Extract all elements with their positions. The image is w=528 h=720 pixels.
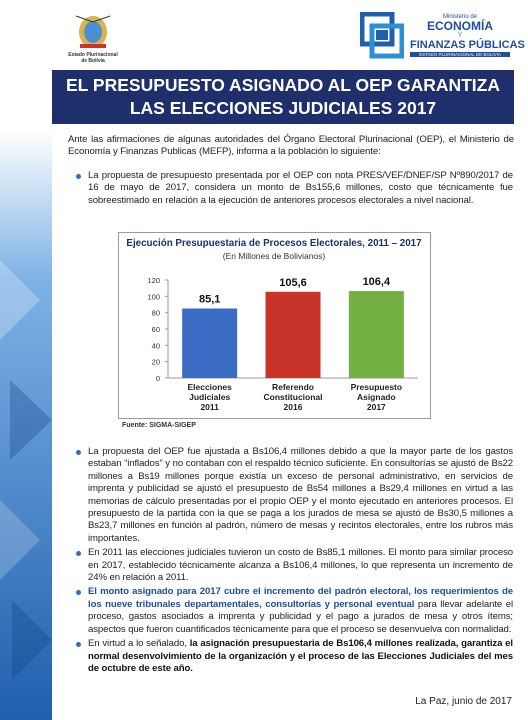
ministry-conj: Y (457, 32, 463, 39)
side-stripe (0, 130, 52, 720)
bullet: En virtud a lo señalado, la asignación p… (76, 638, 513, 675)
text-run: La propuesta del OEP fue ajustada a Bs10… (88, 446, 513, 544)
chart-source: Fuente: SIGMA-SIGEP (122, 422, 196, 429)
x-tick-label: Referendo (272, 382, 314, 392)
x-tick-label: 2016 (284, 402, 303, 412)
value-label: 106,4 (363, 276, 391, 288)
x-tick-label: Constitucional (263, 392, 322, 402)
bar (265, 291, 321, 378)
x-tick-label: Asignado (357, 392, 396, 402)
ministry-name: ECONOMÍA (427, 19, 493, 33)
y-tick-label: 40 (152, 341, 160, 350)
title-banner: EL PRESUPUESTO ASIGNADO AL OEP GARANTIZA… (52, 70, 514, 124)
ministry-sub: ESTADO PLURINACIONAL DE BOLIVIA (410, 52, 510, 57)
text-run: En 2011 las elecciones judiciales tuvier… (88, 547, 513, 584)
ministry-prefix: Ministerio de (442, 14, 477, 20)
text-run: para llevar adelante el proceso, gastos … (88, 598, 514, 635)
intro: Ante las afirmaciones de algunas autorid… (68, 134, 514, 158)
y-tick-label: 60 (152, 325, 160, 334)
title-line: EL PRESUPUESTO ASIGNADO AL OEP GARANTIZA (66, 75, 500, 95)
footer-date: La Paz, junio de 2017 (415, 696, 512, 707)
x-tick-label: Elecciones (187, 382, 232, 392)
coat-of-arms (75, 15, 111, 48)
y-tick-label: 20 (152, 358, 160, 367)
bullet: La propuesta del OEP fue ajustada a Bs10… (76, 446, 513, 545)
ministry-name: FINANZAS PÚBLICAS (410, 39, 525, 51)
bar (182, 308, 238, 378)
logo-text: Estado Plurinacional (68, 52, 118, 58)
ministry-icon (360, 12, 404, 59)
text-run: la asignación presupuestaria de Bs106,4 … (88, 638, 513, 674)
chart-title: Ejecución Presupuestaria de Procesos Ele… (126, 238, 422, 249)
value-label: 105,6 (279, 277, 307, 289)
bullet-list: La propuesta del OEP fue ajustada a Bs10… (76, 446, 514, 677)
bullet: En 2011 las elecciones judiciales tuvier… (76, 547, 513, 584)
bar (348, 291, 404, 378)
text-run: El monto asignado para 2017 cubre el inc… (88, 586, 513, 610)
bullet-list: La propuesta de presupuesto presentada p… (76, 170, 513, 209)
bullet: El monto asignado para 2017 cubre el inc… (76, 586, 514, 636)
x-tick-label: Presupuesto (351, 382, 403, 392)
value-label: 85,1 (199, 294, 220, 306)
text-run: La propuesta de presupuesto presentada p… (88, 170, 513, 206)
text-run: En virtud a lo señalado, (88, 638, 190, 650)
bullet: La propuesta de presupuesto presentada p… (76, 170, 513, 207)
logo-text: de Bolivia (81, 58, 105, 64)
x-tick-label: 2011 (200, 402, 219, 412)
x-tick-label: Judiciales (189, 392, 230, 402)
title-line: LAS ELECCIONES JUDICIALES 2017 (129, 98, 437, 118)
chart-subtitle: (En Millones de Bolivianos) (223, 251, 326, 261)
y-tick-label: 80 (152, 309, 160, 318)
x-tick-label: 2017 (367, 402, 386, 412)
y-tick-label: 100 (147, 292, 160, 301)
y-tick-label: 120 (147, 276, 160, 285)
y-tick-label: 0 (156, 374, 160, 383)
chart: Ejecución Presupuestaria de Procesos Ele… (118, 232, 431, 429)
